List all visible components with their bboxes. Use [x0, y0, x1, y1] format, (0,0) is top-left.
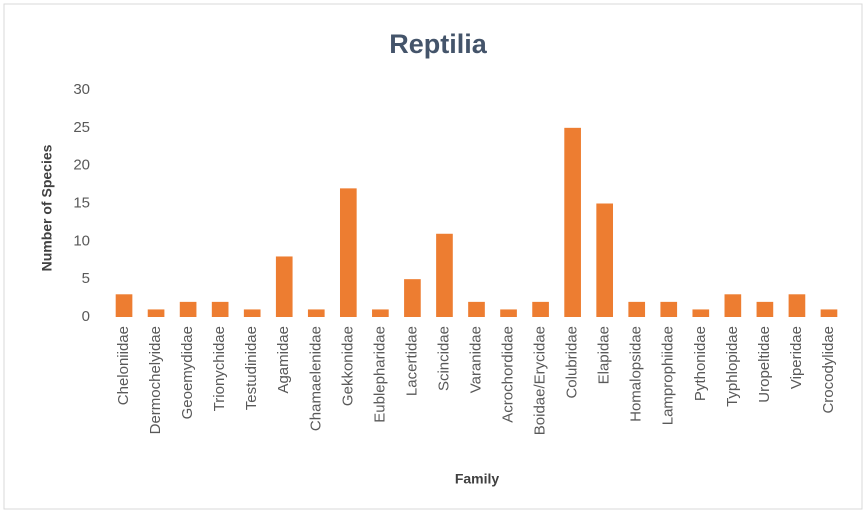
- bar: [211, 301, 229, 317]
- y-tick-label: 30: [73, 81, 90, 98]
- x-tick-label: Chamaelenidae: [307, 326, 324, 431]
- bar: [724, 294, 742, 317]
- bar: [756, 301, 774, 317]
- x-tick-label: Elapidae: [596, 326, 613, 384]
- bar: [788, 294, 806, 317]
- x-tick-label: Boidae/Erycidae: [532, 326, 549, 435]
- bar: [660, 301, 678, 317]
- y-tick-label: 20: [73, 157, 90, 174]
- x-tick-label: Testudinidae: [243, 326, 260, 410]
- y-tick-label: 0: [82, 308, 90, 325]
- chart-border: [3, 3, 863, 510]
- x-tick-label: Homalopsidae: [628, 326, 645, 422]
- bar: [275, 256, 293, 317]
- x-tick-label: Viperidae: [788, 326, 805, 389]
- y-tick-label: 10: [73, 232, 90, 249]
- x-tick-label: Colubridae: [564, 326, 581, 399]
- bar: [404, 279, 421, 317]
- bar: [436, 233, 453, 317]
- x-tick-label: Crocodylidae: [820, 326, 837, 414]
- x-tick-label: Lamprophiidae: [660, 326, 677, 425]
- bar: [692, 309, 710, 317]
- y-axis-title: Number of Species: [39, 144, 55, 271]
- bar: [596, 203, 614, 317]
- x-tick-label: Cheloniidae: [115, 326, 132, 405]
- x-tick-label: Varanidae: [467, 326, 484, 393]
- x-tick-label: Trionychidae: [211, 326, 228, 411]
- bar: [372, 309, 389, 317]
- bar: [243, 309, 261, 317]
- x-tick-label: Lacertidae: [403, 326, 420, 396]
- bar: [820, 309, 838, 317]
- y-tick-label: 5: [82, 270, 90, 287]
- bar: [628, 301, 646, 317]
- x-tick-label: Typhlopidae: [724, 326, 741, 407]
- x-tick-label: Eublepharidae: [371, 326, 388, 423]
- x-tick-label: Agamidae: [275, 326, 292, 394]
- bar: [564, 127, 581, 317]
- bar: [339, 188, 357, 317]
- x-tick-label: Dermochelyidae: [147, 326, 164, 434]
- bar: [307, 309, 325, 317]
- x-tick-label: Uropeltidae: [756, 326, 773, 403]
- x-tick-label: Scincidae: [435, 326, 452, 391]
- bar: [115, 294, 133, 317]
- x-tick-label: Gekkonidae: [339, 326, 356, 406]
- bar: [500, 309, 517, 317]
- bar: [532, 301, 549, 317]
- x-tick-label: Pythonidae: [692, 326, 709, 401]
- y-tick-label: 15: [73, 194, 90, 211]
- x-tick-label: Geoemydidae: [179, 326, 196, 419]
- x-axis-title: Family: [455, 471, 500, 487]
- bar: [147, 309, 165, 317]
- bar: [468, 301, 485, 317]
- y-tick-label: 25: [73, 119, 90, 136]
- chart-title: Reptilia: [389, 29, 488, 59]
- x-tick-label: Acrochordidae: [500, 326, 517, 423]
- bar: [179, 301, 197, 317]
